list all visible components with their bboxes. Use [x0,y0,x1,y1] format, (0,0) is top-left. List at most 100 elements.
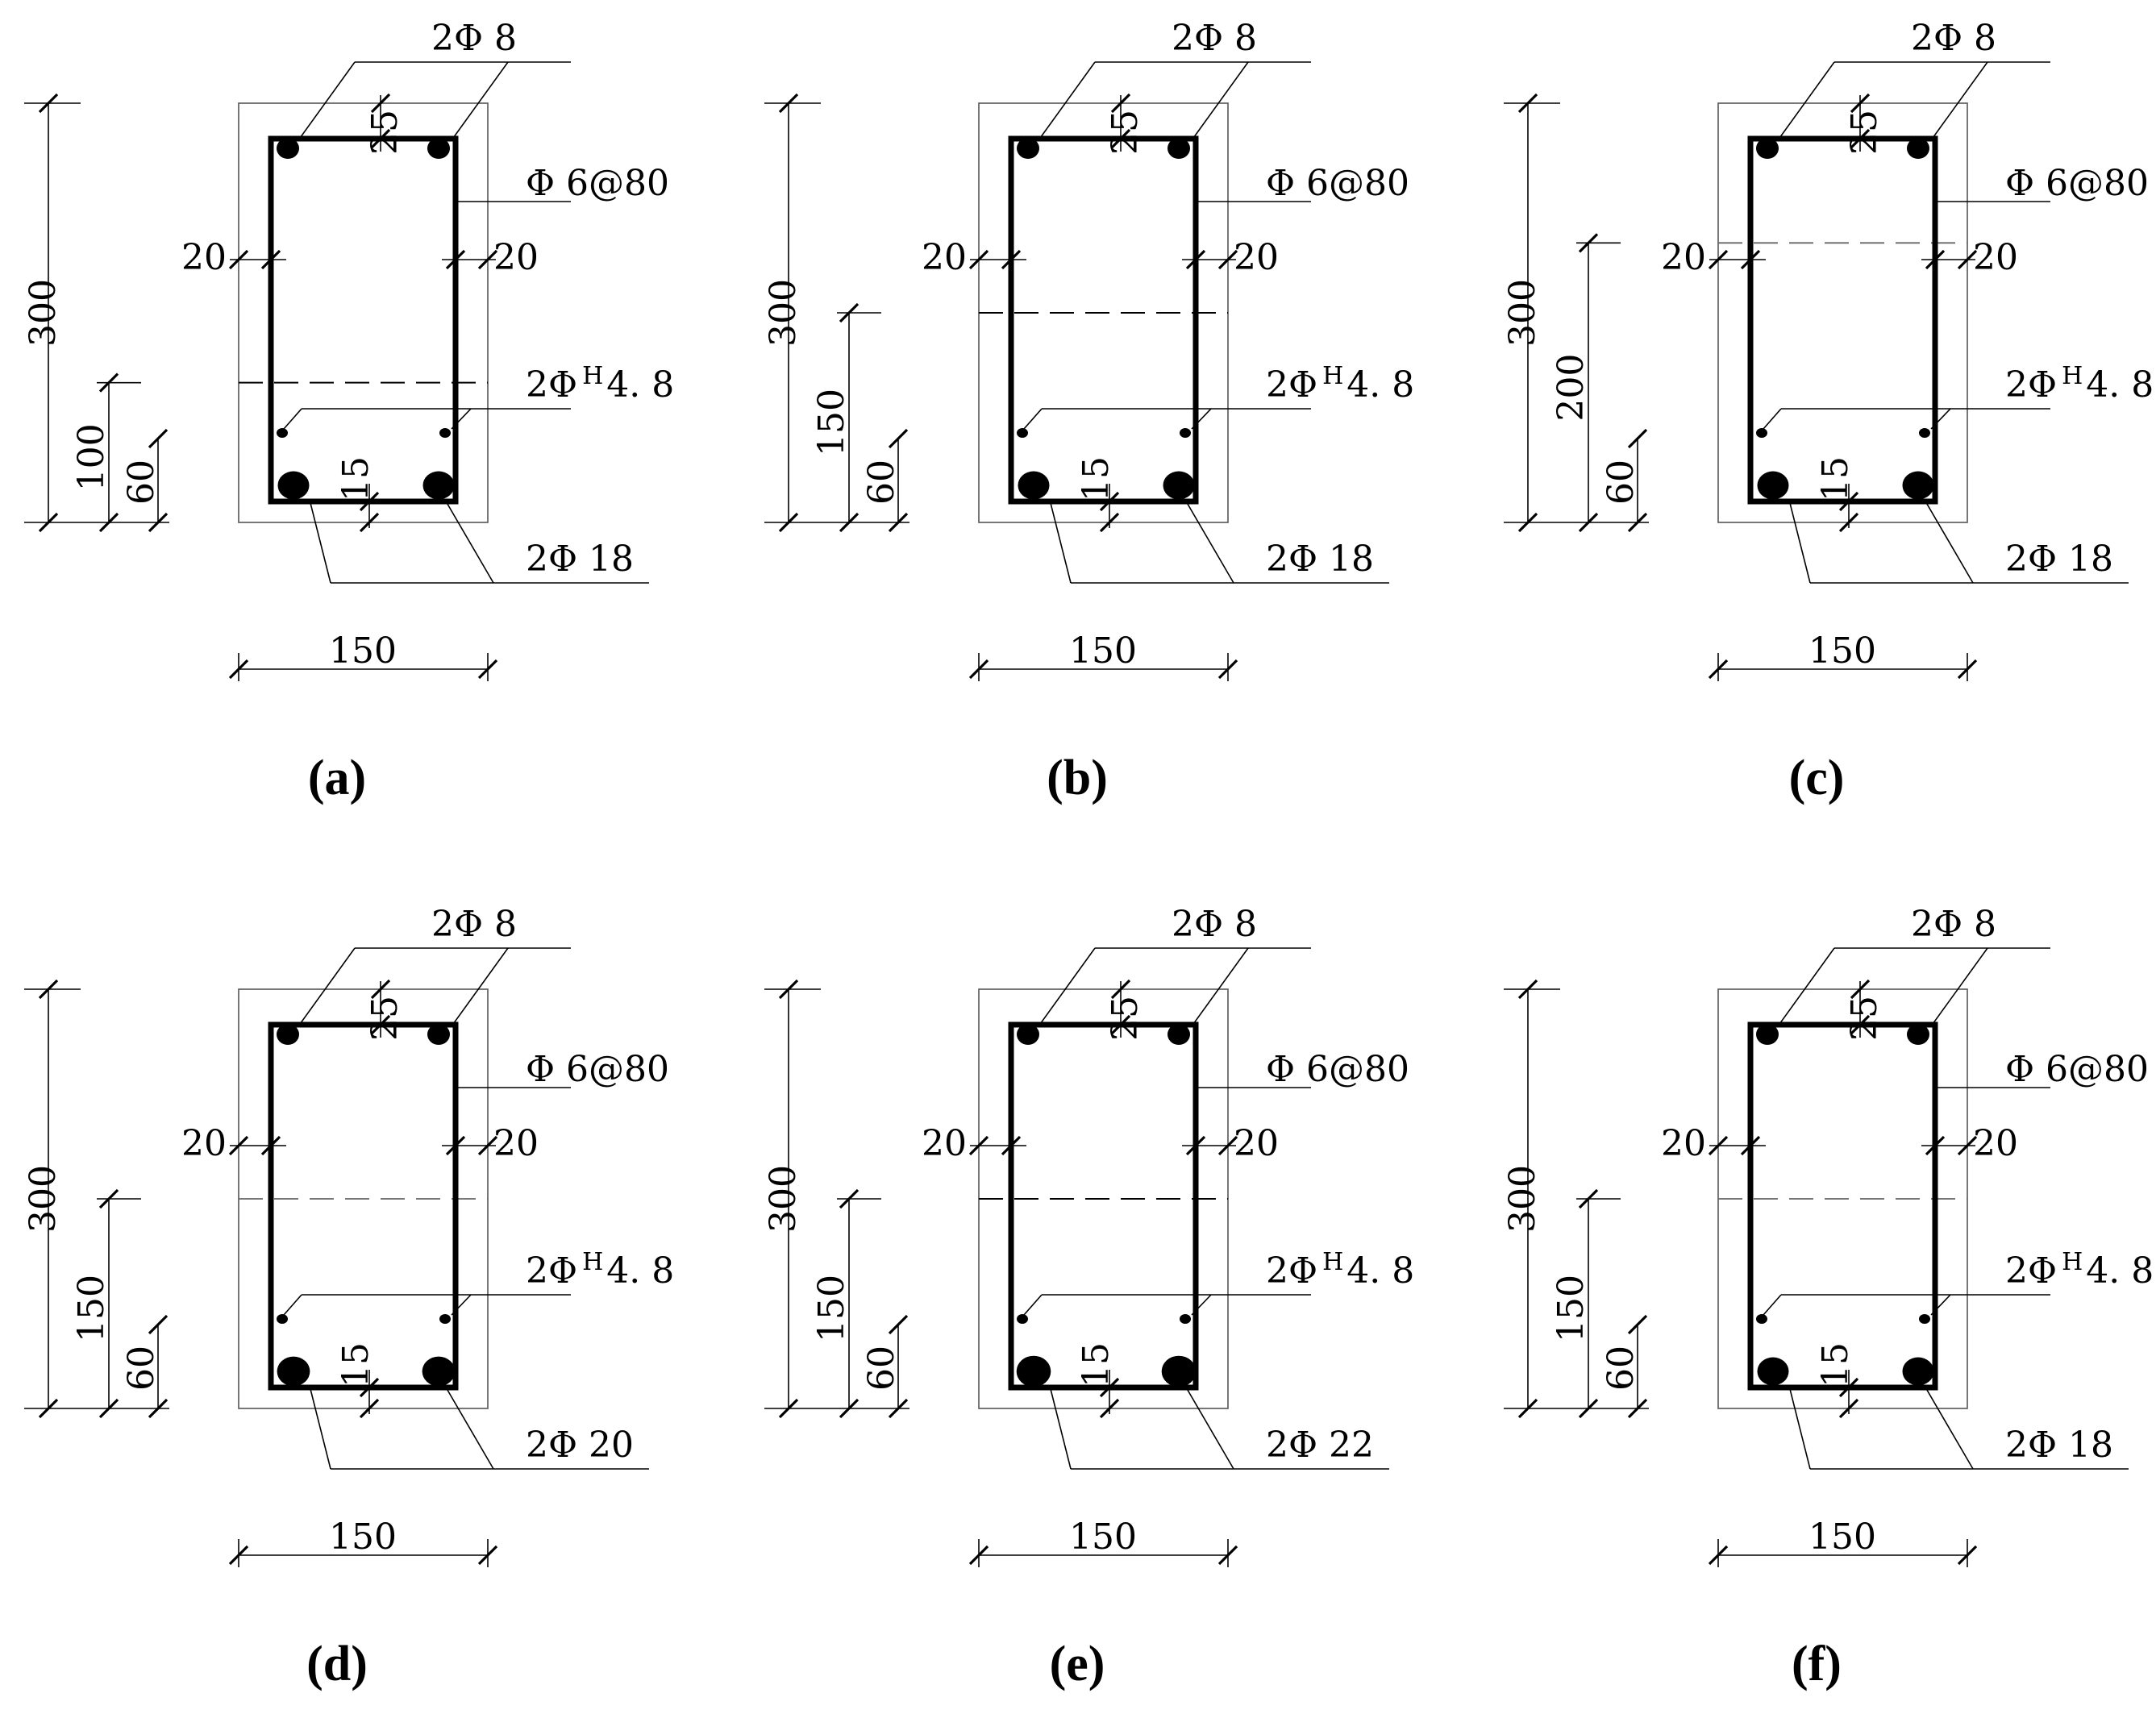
dim-label-width: 150 [1069,1516,1137,1558]
wire-left [277,1314,288,1324]
wire-right [439,1314,451,1324]
label-stirrup: Φ 6@80 [1266,163,1409,204]
dim-label-height: 300 [1502,1165,1543,1233]
leader-bottom-bar-left [1788,499,1811,584]
dimension-tick [359,512,380,533]
label-wire-superscript: H [582,1248,603,1276]
dim-label-upper: 150 [71,1275,112,1342]
dimension-tick [1517,1398,1538,1419]
top-bar-right [1167,138,1190,159]
dimension-tick [1850,979,1871,1000]
dimension-tick [968,1545,989,1566]
dimension-tick [1110,1014,1131,1035]
dimension-tick [370,128,391,149]
label-bottom-bars: 2Φ 18 [2005,539,2113,580]
dimension-tick [1925,1135,1946,1156]
panel-caption: (f) [1792,1637,1842,1691]
concrete-outline [1717,102,1968,523]
dimension-tick [1740,1135,1761,1156]
label-stirrup: Φ 6@80 [526,163,669,204]
dimension-tick [477,659,498,680]
dim-label-upper: 100 [71,423,112,491]
dim-label-lower: 60 [121,1346,162,1391]
dimension-tick [839,1188,859,1209]
dimension-tick [1708,1545,1729,1566]
dimension-tick [98,1188,119,1209]
leader-bottom-bar-right [1184,499,1234,584]
label-top-bars: 2Φ 8 [1911,18,1996,59]
label-wire-prefix: 2Φ [1266,1250,1317,1292]
leader-wire-left [1023,408,1043,430]
wire-right [439,428,451,438]
top-bar-right [1907,138,1929,159]
leader-top-bar-left [1038,61,1096,141]
label-wire: 2Φ H4. 8 [526,1248,674,1292]
dim-label-cover-bottom: 15 [335,1342,377,1387]
dimension-tick [1838,1398,1859,1419]
dimension-tick [1517,512,1538,533]
dim-label-cover-top: 25 [364,996,406,1041]
concrete-outline [238,102,489,523]
dimension-tick [888,428,909,449]
dimension-tick [445,249,466,270]
label-wire-superscript: H [1322,1248,1343,1276]
leader-top-bar-right [1930,61,1988,141]
dimension-tick [38,512,59,533]
dim-label-cover-left: 20 [1661,1123,1706,1164]
leader-top-bar-left [1777,947,1835,1027]
dimension-tick [1110,93,1131,114]
label-bottom-bars: 2Φ 18 [1266,539,1374,580]
dimension-tick [1708,659,1729,680]
label-bottom-bars: 2Φ 22 [1266,1425,1374,1466]
bottom-bar-left [1018,471,1050,500]
dimension-tick [477,1545,498,1566]
dim-label-cover-right: 20 [1973,1123,2018,1164]
bottom-bar-right [422,471,455,500]
top-bar-left [277,1024,299,1045]
panel-caption: (d) [306,1637,368,1691]
section-panel-a: 2Φ 8 Φ 6@80 2Φ H4. 8 2Φ 18 300 100 60 150 20 20 25 1… [23,18,674,805]
leader-bottom-bar-right [1924,499,1974,584]
label-top-bars: 2Φ 8 [431,904,517,945]
dimension-tick [370,979,391,1000]
dim-label-width: 150 [1808,630,1876,672]
dimension-tick [359,1398,380,1419]
stirrup-outline [1008,1021,1199,1391]
label-wire-prefix: 2Φ [2005,364,2057,406]
dimension-tick [1099,1398,1120,1419]
dimension-tick [1217,249,1238,270]
dimension-tick [1850,93,1871,114]
dimension-tick [228,249,249,270]
top-bar-left [1017,1024,1039,1045]
label-bottom-bars: 2Φ 18 [526,539,634,580]
wire-left [1017,1314,1028,1324]
dim-label-height: 300 [1502,279,1543,347]
dim-label-cover-right: 20 [1973,237,2018,278]
stirrup-outline [1747,135,1938,505]
dimension-tick [778,1398,799,1419]
leader-bottom-bar-left [1049,1385,1072,1470]
dimension-tick [1217,659,1238,680]
label-wire-superscript: H [2062,362,2083,390]
dim-label-width: 150 [329,630,397,672]
leader-top-bar-right [1191,947,1249,1027]
label-wire-size: 4. 8 [1346,1250,1414,1292]
dimension-tick [1110,979,1131,1000]
bottom-bar-right [1163,471,1195,500]
dimension-tick [148,1398,169,1419]
leader-top-bar-right [451,61,509,141]
dimension-tick [1185,249,1206,270]
dimension-tick [1578,512,1599,533]
label-wire-prefix: 2Φ [526,1250,577,1292]
leader-wire-right [1930,408,1951,430]
leader-top-bar-left [1038,947,1096,1027]
leader-bottom-bar-left [1049,499,1072,584]
label-wire-size: 4. 8 [2086,364,2154,406]
dim-label-cover-bottom: 15 [1076,1342,1117,1387]
dimension-tick [228,1545,249,1566]
leader-wire-right [1930,1294,1951,1316]
panel-caption: (b) [1047,751,1108,805]
